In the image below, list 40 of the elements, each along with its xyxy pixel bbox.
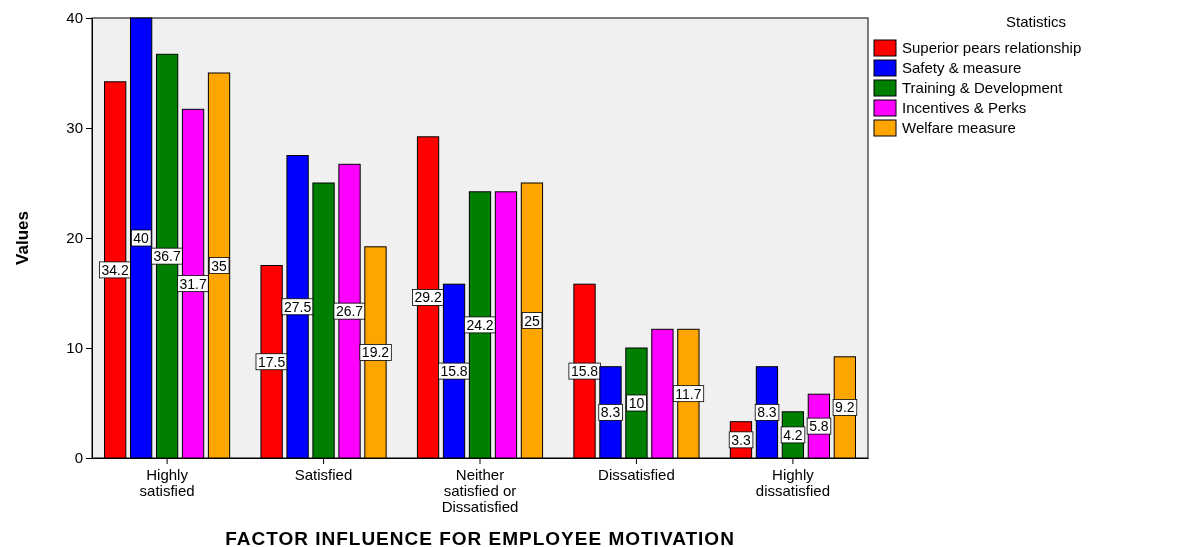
x-tick-label: Neither satisfied or Dissatisfied <box>441 466 519 515</box>
data-label: 40 <box>133 230 150 246</box>
data-label: 11.7 <box>675 385 702 402</box>
data-label: 17.5 <box>257 353 286 370</box>
legend-label: Safety & measure <box>902 59 1022 76</box>
data-label: 8.3 <box>757 404 777 421</box>
data-label: 10 <box>628 395 645 411</box>
y-axis-title: Values <box>13 211 32 265</box>
x-tick-label: Highly satisfied <box>139 466 195 499</box>
data-label: 34.2 <box>101 261 129 278</box>
data-label: 31.7 <box>179 275 207 292</box>
x-tick-label: Highly dissatisfied <box>755 466 830 499</box>
data-label: 26.7 <box>335 303 364 320</box>
data-label: 24.2 <box>466 316 494 333</box>
data-label: 35 <box>211 257 228 274</box>
x-tick-label: Satisfied <box>294 466 353 483</box>
data-label: 29.2 <box>414 289 442 306</box>
legend-label: Superior pears relationship <box>902 39 1082 56</box>
legend-label: Welfare measure <box>902 119 1016 136</box>
x-axis-title: FACTOR INFLUENCE FOR EMPLOYEE MOTIVATION <box>225 528 735 547</box>
data-label: 5.8 <box>809 418 829 435</box>
legend-label: Training & Development <box>902 79 1064 96</box>
data-label: 8.3 <box>600 404 621 421</box>
data-label: 25 <box>524 312 540 329</box>
data-label: 27.5 <box>283 298 312 315</box>
data-label: 36.7 <box>153 248 181 265</box>
data-label: 4.2 <box>783 426 803 443</box>
data-label: 15.8 <box>440 363 468 380</box>
data-label: 15.8 <box>570 363 599 380</box>
y-tick-label: 10 <box>66 339 83 357</box>
x-tick-label: Dissatisfied <box>598 466 675 483</box>
y-tick-label: 20 <box>66 229 83 247</box>
data-label: 19.2 <box>361 344 390 361</box>
legend-label: Incentives & Perks <box>902 99 1027 116</box>
y-tick-label: 0 <box>74 449 83 467</box>
y-tick-label: 40 <box>66 9 83 27</box>
legend-title: Statistics <box>1005 13 1067 30</box>
y-tick-label: 30 <box>66 119 83 137</box>
data-label: 9.2 <box>835 399 855 416</box>
data-label: 3.3 <box>731 431 751 448</box>
